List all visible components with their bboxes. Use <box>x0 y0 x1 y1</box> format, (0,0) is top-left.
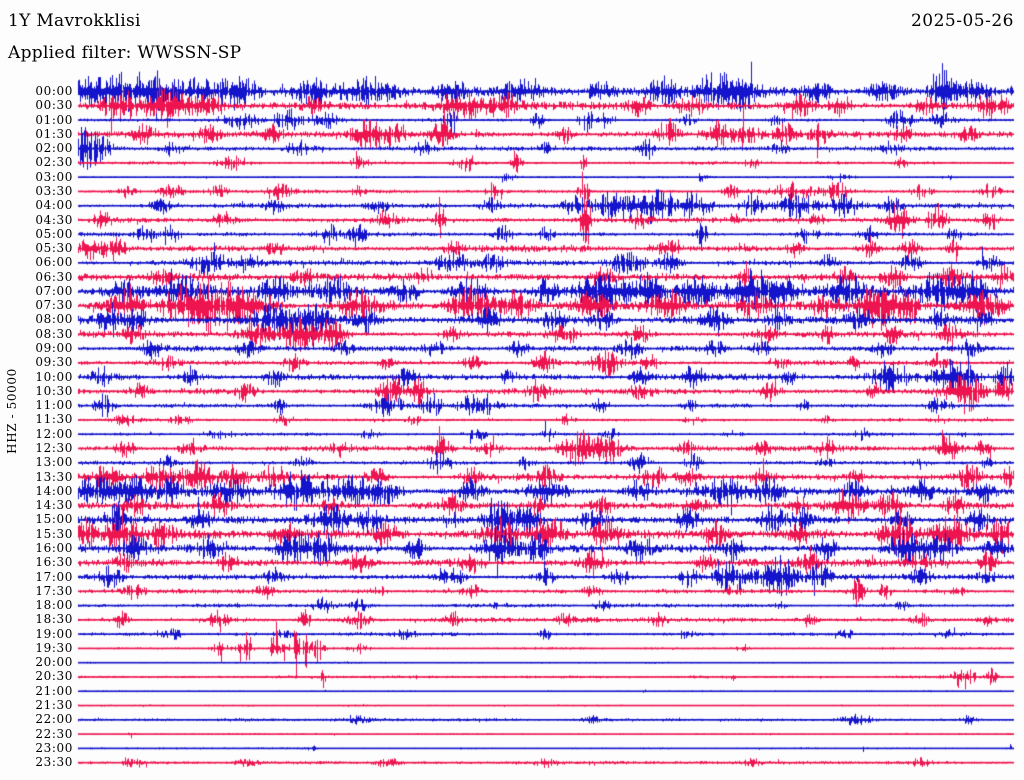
row-time-label: 09:30 <box>35 355 73 370</box>
row-time-label: 19:30 <box>35 640 73 655</box>
row-time-label: 18:30 <box>35 612 73 627</box>
row-time-label: 19:00 <box>35 626 73 641</box>
row-time-label: 00:00 <box>35 84 73 98</box>
row-time-label: 02:30 <box>35 155 73 170</box>
row-time-label: 10:30 <box>35 383 73 398</box>
row-time-label: 17:30 <box>35 583 73 598</box>
row-time-label: 12:00 <box>35 426 73 441</box>
row-time-label: 02:00 <box>35 141 73 156</box>
row-time-label: 09:00 <box>35 341 73 356</box>
row-time-label: 05:00 <box>35 226 73 241</box>
row-time-label: 01:30 <box>35 126 73 141</box>
row-time-label: 06:00 <box>35 255 73 270</box>
row-time-label: 13:00 <box>35 455 73 470</box>
row-time-label: 17:00 <box>35 569 73 584</box>
row-time-label: 16:00 <box>35 540 73 555</box>
row-time-label: 11:00 <box>35 398 73 413</box>
row-time-label: 18:00 <box>35 598 73 613</box>
row-time-label: 15:00 <box>35 512 73 527</box>
row-time-label: 14:00 <box>35 483 73 498</box>
row-time-label: 22:30 <box>35 726 73 741</box>
row-time-label: 23:30 <box>35 755 73 770</box>
row-time-label: 14:30 <box>35 498 73 513</box>
row-time-label: 05:30 <box>35 241 73 256</box>
station-title: 1Y Mavrokklisi <box>8 11 141 31</box>
row-time-label: 20:00 <box>35 655 73 670</box>
row-time-label: 10:00 <box>35 369 73 384</box>
row-time-label: 08:30 <box>35 326 73 341</box>
row-time-label: 23:00 <box>35 740 73 755</box>
filter-label: Applied filter: WWSSN-SP <box>8 43 242 63</box>
row-time-label: 13:30 <box>35 469 73 484</box>
row-time-label: 06:30 <box>35 269 73 284</box>
row-time-label: 22:00 <box>35 712 73 727</box>
row-time-label: 03:00 <box>35 169 73 184</box>
row-time-label: 16:30 <box>35 555 73 570</box>
row-time-label: 04:30 <box>35 212 73 227</box>
row-time-label: 20:30 <box>35 669 73 684</box>
row-time-label: 01:00 <box>35 112 73 127</box>
row-time-label: 00:30 <box>35 98 73 113</box>
row-time-label: 04:00 <box>35 198 73 213</box>
record-date: 2025-05-26 <box>910 11 1014 31</box>
row-time-label: 03:30 <box>35 183 73 198</box>
row-time-label: 07:30 <box>35 298 73 313</box>
row-time-label: 11:30 <box>35 412 73 427</box>
row-time-label: 21:00 <box>35 683 73 698</box>
row-time-label: 07:00 <box>35 283 73 298</box>
row-time-label: 15:30 <box>35 526 73 541</box>
row-time-label: 08:00 <box>35 312 73 327</box>
row-time-label: 21:30 <box>35 698 73 713</box>
row-time-label: 12:30 <box>35 441 73 455</box>
